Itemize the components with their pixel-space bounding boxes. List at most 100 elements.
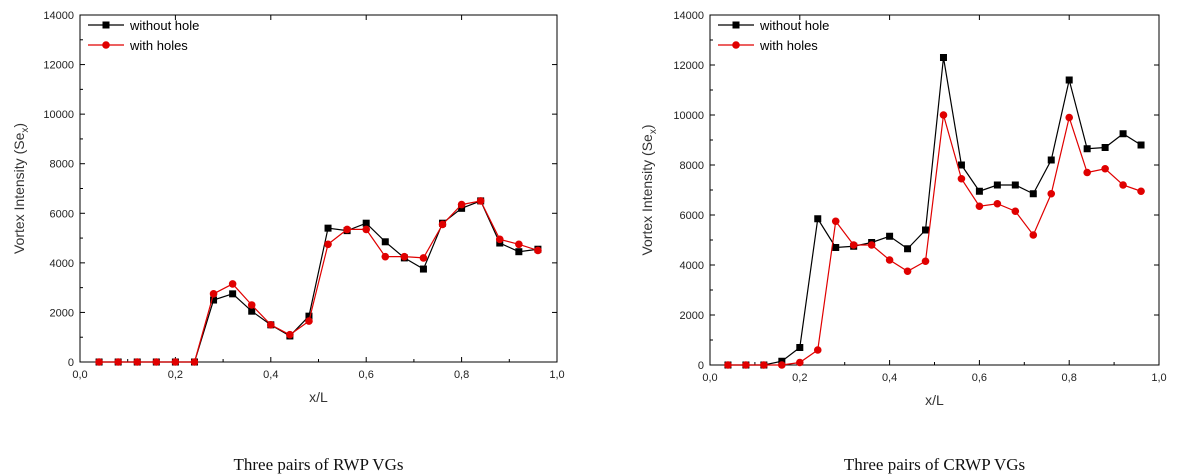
x-axis-title: x/L xyxy=(925,392,944,408)
data-point-circle xyxy=(939,111,948,119)
y-tick-label: 2000 xyxy=(50,307,74,319)
data-point-circle xyxy=(760,361,768,369)
x-tick-label: 0,2 xyxy=(168,369,183,381)
plot-frame xyxy=(79,14,558,363)
data-point-square xyxy=(515,248,523,256)
y-axis-title: Vortex Intensity (Sex) xyxy=(639,124,659,255)
legend-marker-square xyxy=(732,21,740,29)
y-axis-title-end: ) xyxy=(11,123,27,128)
data-point-circle xyxy=(831,217,840,226)
x-tick-label: 0,4 xyxy=(882,372,897,384)
data-point-circle xyxy=(867,241,876,249)
data-point-square xyxy=(886,232,894,240)
data-point-square xyxy=(957,161,965,169)
data-point-circle xyxy=(133,358,142,366)
data-point-circle xyxy=(921,257,930,266)
y-tick-label: 8000 xyxy=(50,159,74,171)
legend-label: with holes xyxy=(129,38,188,53)
data-point-circle xyxy=(742,361,750,369)
chart-rwp: 0,0 0,2 0,4 0,6 0,8 1,0 0 2000 4000 6000 8000 10000… xyxy=(11,10,565,474)
y-axis-title-end: ) xyxy=(639,124,655,129)
data-point-circle xyxy=(1065,113,1073,122)
data-point-circle xyxy=(778,361,786,369)
series-line-with-holes xyxy=(99,200,539,363)
y-axis-title-main: Vortex Intensity (Se xyxy=(639,134,655,256)
data-point-square xyxy=(1101,144,1109,151)
data-point-circle xyxy=(975,202,984,211)
y-tick-label: 0 xyxy=(698,360,704,372)
data-point-circle xyxy=(495,235,504,244)
y-tick-label: 2000 xyxy=(680,310,704,322)
data-point-circle xyxy=(885,256,894,264)
data-point-circle xyxy=(1137,187,1145,196)
data-point-square xyxy=(904,245,912,253)
data-point-circle xyxy=(267,321,275,329)
data-point-square xyxy=(922,226,930,234)
data-point-square xyxy=(1065,76,1073,84)
data-point-circle xyxy=(957,174,966,183)
data-point-circle xyxy=(796,358,804,367)
data-point-square xyxy=(1083,145,1091,153)
y-axis-title-subscript: x xyxy=(648,129,659,134)
x-tick-label: 0,8 xyxy=(454,369,469,381)
data-point-square xyxy=(814,215,822,223)
data-point-circle xyxy=(209,290,218,298)
data-point-square xyxy=(1137,141,1145,149)
data-point-circle xyxy=(343,225,351,234)
data-point-circle xyxy=(400,252,409,261)
data-point-circle xyxy=(247,301,256,309)
figure-caption: Three pairs of CRWP VGs xyxy=(844,455,1025,474)
data-point-circle xyxy=(228,280,237,288)
data-point-circle xyxy=(724,361,732,369)
data-point-circle xyxy=(476,197,485,205)
x-tick-label: 1,0 xyxy=(1151,372,1166,384)
data-point-circle xyxy=(457,200,466,209)
x-tick-label: 0,6 xyxy=(972,372,987,384)
x-tick-label: 1,0 xyxy=(549,369,564,381)
data-point-circle xyxy=(515,240,523,249)
series-line-with-holes xyxy=(727,114,1142,366)
data-point-square xyxy=(975,187,983,195)
x-tick-label: 0,0 xyxy=(702,372,717,384)
data-point-square xyxy=(1047,156,1055,164)
data-point-circle xyxy=(1047,189,1056,198)
x-tick-label: 0,2 xyxy=(792,372,807,384)
x-tick-label: 0,4 xyxy=(263,369,278,381)
data-point-square xyxy=(324,224,332,232)
data-point-square xyxy=(248,307,256,315)
data-point-circle xyxy=(324,240,332,249)
data-point-square xyxy=(1119,130,1127,138)
data-point-square xyxy=(305,312,313,320)
x-tick-label: 0,0 xyxy=(72,369,87,381)
data-point-circle xyxy=(1101,164,1109,173)
data-point-square xyxy=(419,265,427,273)
data-point-square xyxy=(229,290,237,298)
y-tick-label: 12000 xyxy=(43,60,74,72)
data-point-circle xyxy=(438,220,447,229)
legend-label: without hole xyxy=(129,18,199,33)
y-tick-label: 8000 xyxy=(680,160,704,172)
legend-marker-circle xyxy=(732,41,740,49)
data-point-circle xyxy=(381,252,390,261)
data-point-square xyxy=(832,244,840,251)
data-point-circle xyxy=(1119,181,1127,189)
data-point-square xyxy=(796,344,804,351)
data-point-circle xyxy=(534,246,542,255)
y-tick-label: 4000 xyxy=(680,260,704,272)
y-tick-label: 14000 xyxy=(673,10,704,22)
series-line-without-hole xyxy=(727,57,1142,366)
y-tick-label: 10000 xyxy=(43,109,74,121)
data-point-circle xyxy=(152,358,161,366)
data-point-square xyxy=(210,296,218,304)
data-point-square xyxy=(1029,190,1037,198)
x-tick-label: 0,6 xyxy=(359,369,374,381)
y-tick-label: 0 xyxy=(68,357,74,369)
data-point-circle xyxy=(813,346,822,354)
x-tick-label: 0,8 xyxy=(1062,372,1077,384)
data-point-circle xyxy=(305,317,313,325)
data-point-circle xyxy=(362,225,371,234)
data-point-circle xyxy=(286,330,294,339)
y-axis-title-subscript: x xyxy=(20,128,31,133)
y-tick-label: 14000 xyxy=(43,10,74,22)
